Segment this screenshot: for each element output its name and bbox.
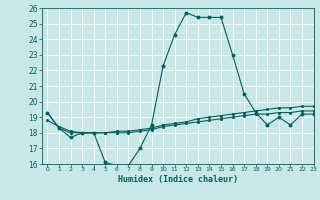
- X-axis label: Humidex (Indice chaleur): Humidex (Indice chaleur): [118, 175, 237, 184]
